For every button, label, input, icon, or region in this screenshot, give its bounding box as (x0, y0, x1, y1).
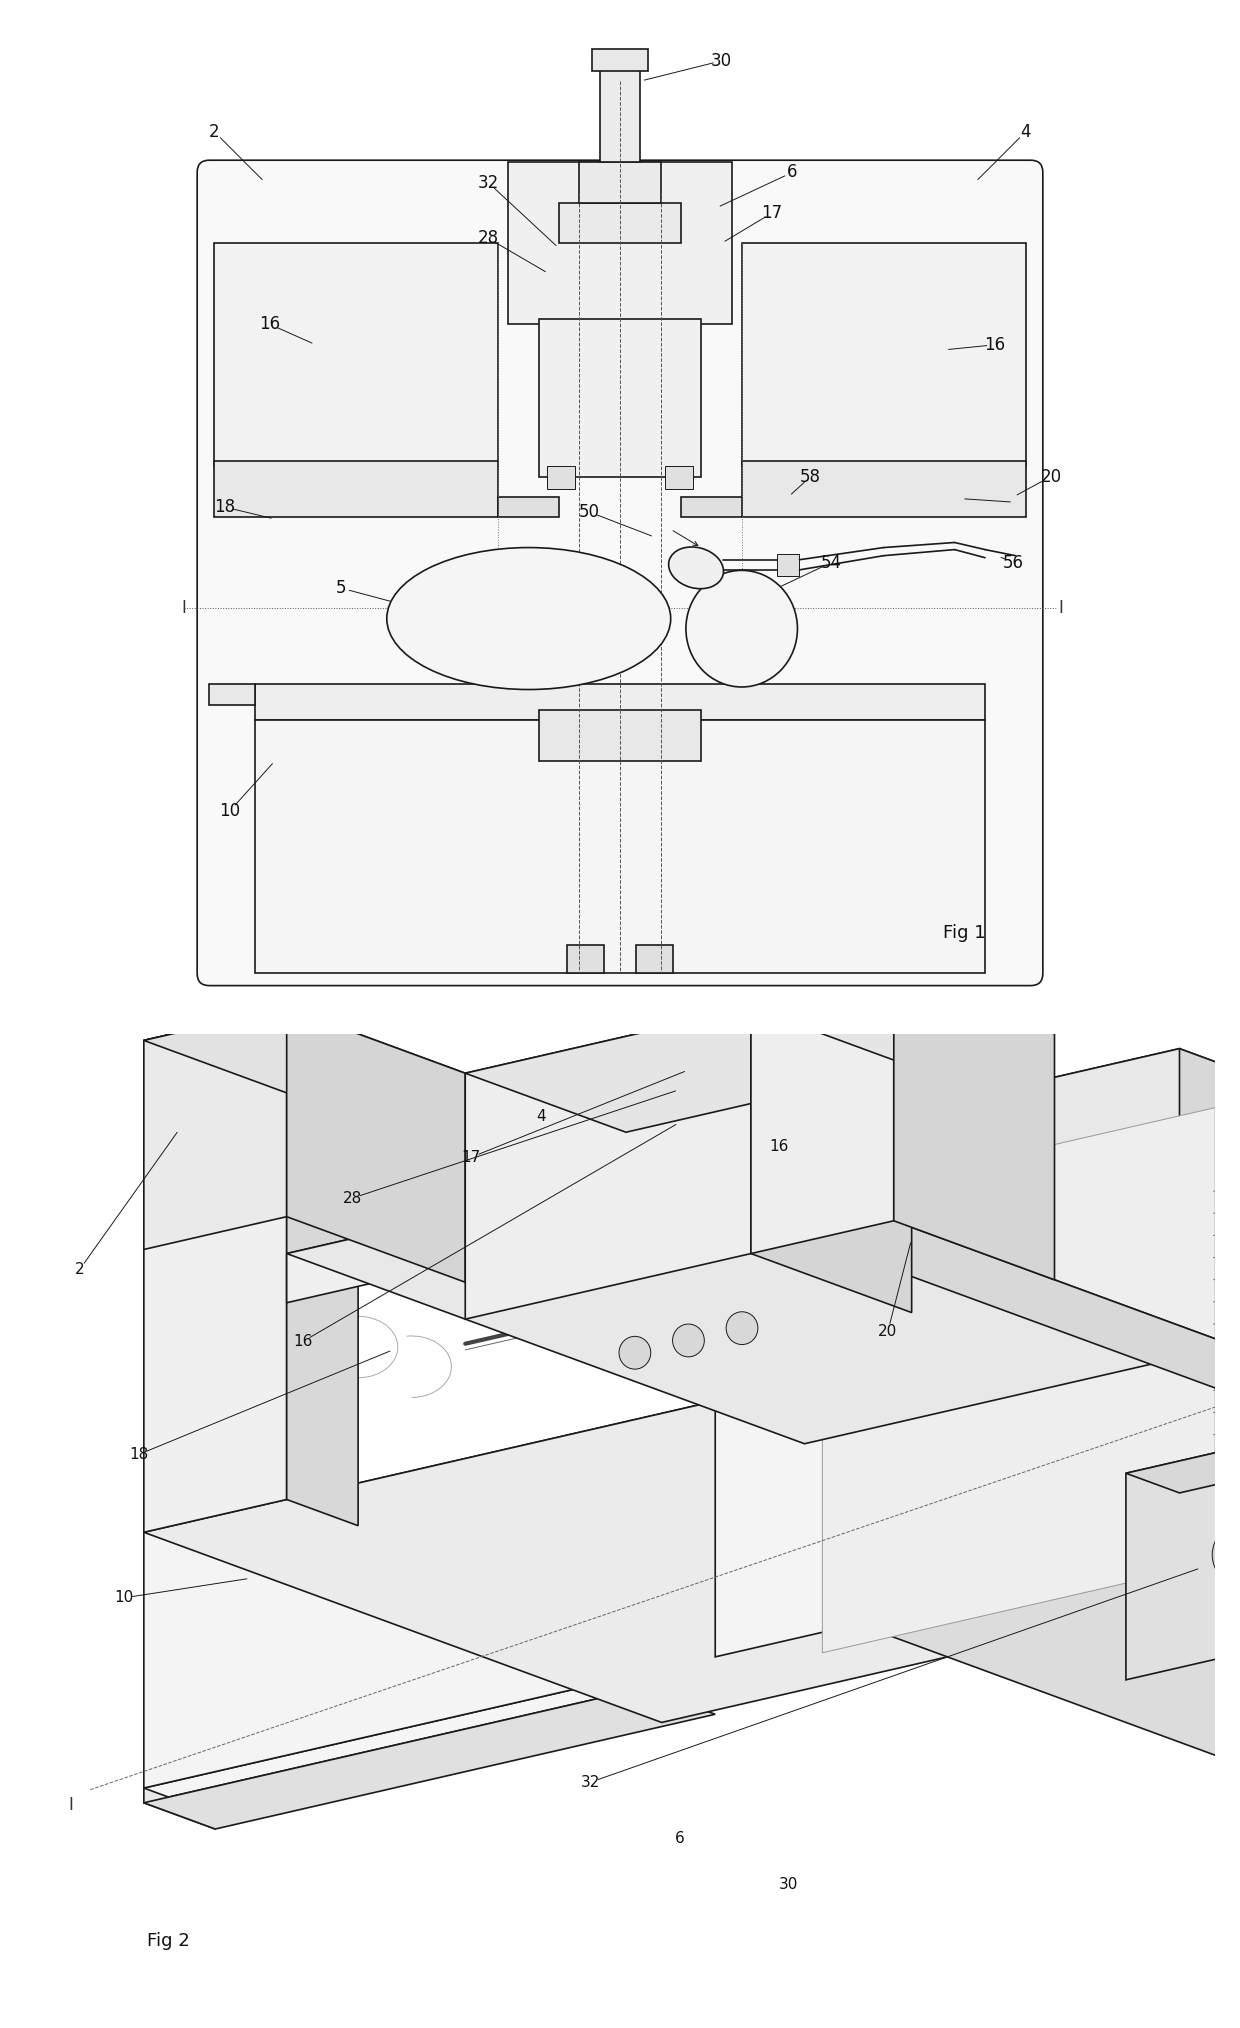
Text: 17: 17 (761, 205, 782, 221)
Bar (665, 466, 693, 489)
Polygon shape (751, 975, 1054, 1067)
Text: 16: 16 (769, 1140, 789, 1154)
Text: 32: 32 (477, 174, 498, 191)
Polygon shape (465, 1008, 751, 1318)
Polygon shape (858, 1369, 1240, 1815)
Bar (547, 466, 575, 489)
Bar (508, 162, 732, 324)
Bar (681, 497, 742, 517)
Text: 54: 54 (821, 554, 842, 572)
Bar (255, 720, 985, 973)
Text: 2: 2 (210, 124, 219, 140)
Ellipse shape (668, 548, 723, 588)
Circle shape (1221, 1543, 1240, 1586)
Text: Fig 1: Fig 1 (944, 925, 986, 941)
Polygon shape (715, 1048, 1240, 1345)
Text: 4: 4 (536, 1109, 546, 1124)
Bar (742, 243, 1025, 466)
Bar (498, 497, 559, 517)
Bar (636, 945, 673, 973)
Text: I: I (1059, 600, 1064, 617)
Bar (559, 203, 681, 243)
Text: 6: 6 (675, 1831, 684, 1845)
Polygon shape (144, 1008, 358, 1067)
Polygon shape (286, 1008, 358, 1525)
Polygon shape (144, 1008, 286, 1249)
Bar (210, 685, 255, 706)
Bar (591, 49, 649, 71)
Text: 2: 2 (74, 1263, 84, 1278)
Circle shape (1213, 1525, 1240, 1586)
Bar (777, 554, 800, 576)
Ellipse shape (686, 570, 797, 687)
Text: 5: 5 (336, 580, 346, 596)
Text: 17: 17 (461, 1150, 481, 1164)
Text: 30: 30 (711, 53, 732, 69)
Text: 16: 16 (259, 316, 280, 333)
Text: 56: 56 (1003, 554, 1024, 572)
Text: 32: 32 (580, 1774, 600, 1791)
Bar (215, 460, 498, 517)
Circle shape (727, 1312, 758, 1345)
Ellipse shape (387, 548, 671, 690)
Polygon shape (144, 1687, 715, 1829)
Polygon shape (286, 1156, 715, 1302)
Text: 30: 30 (779, 1878, 799, 1892)
Polygon shape (1126, 1440, 1240, 1679)
Polygon shape (286, 1008, 465, 1282)
Polygon shape (144, 1673, 715, 1815)
Polygon shape (751, 975, 894, 1253)
Polygon shape (286, 1156, 1233, 1444)
Circle shape (1231, 1507, 1240, 1586)
Text: 50: 50 (579, 503, 600, 521)
Bar (539, 318, 701, 477)
Bar (600, 51, 640, 162)
Text: 18: 18 (129, 1446, 149, 1462)
Polygon shape (822, 1107, 1215, 1653)
Polygon shape (144, 1008, 286, 1533)
Bar (539, 710, 701, 760)
Text: 16: 16 (985, 337, 1006, 353)
Text: I: I (68, 1797, 73, 1813)
Text: 20: 20 (1040, 468, 1061, 485)
Polygon shape (144, 1369, 1240, 1722)
Text: 28: 28 (342, 1190, 362, 1207)
Text: 28: 28 (477, 229, 498, 247)
Text: 16: 16 (293, 1334, 312, 1349)
Circle shape (1230, 1562, 1240, 1586)
Polygon shape (894, 975, 1054, 1280)
Text: 18: 18 (215, 499, 236, 515)
Text: 10: 10 (219, 803, 241, 819)
Polygon shape (1126, 1440, 1240, 1493)
Bar (567, 945, 604, 973)
Text: Fig 2: Fig 2 (148, 1933, 190, 1951)
Text: 4: 4 (1021, 124, 1030, 140)
Text: 6: 6 (787, 164, 797, 180)
Text: 20: 20 (878, 1324, 898, 1338)
Polygon shape (144, 1789, 216, 1829)
Polygon shape (715, 1048, 1179, 1657)
Polygon shape (1179, 1048, 1240, 1740)
Text: 10: 10 (114, 1590, 134, 1606)
Text: 52: 52 (579, 554, 600, 572)
Bar (579, 162, 661, 203)
Polygon shape (751, 1008, 911, 1312)
Text: I: I (181, 600, 186, 617)
Polygon shape (715, 1156, 1233, 1395)
Polygon shape (465, 1008, 911, 1132)
Polygon shape (144, 1369, 858, 1789)
Circle shape (619, 1336, 651, 1369)
Circle shape (672, 1324, 704, 1357)
Bar (742, 460, 1025, 517)
Polygon shape (144, 1673, 644, 1803)
Text: 58: 58 (800, 468, 821, 485)
Bar (215, 243, 498, 466)
Bar (255, 685, 985, 720)
Polygon shape (144, 1008, 465, 1105)
FancyBboxPatch shape (197, 160, 1043, 986)
